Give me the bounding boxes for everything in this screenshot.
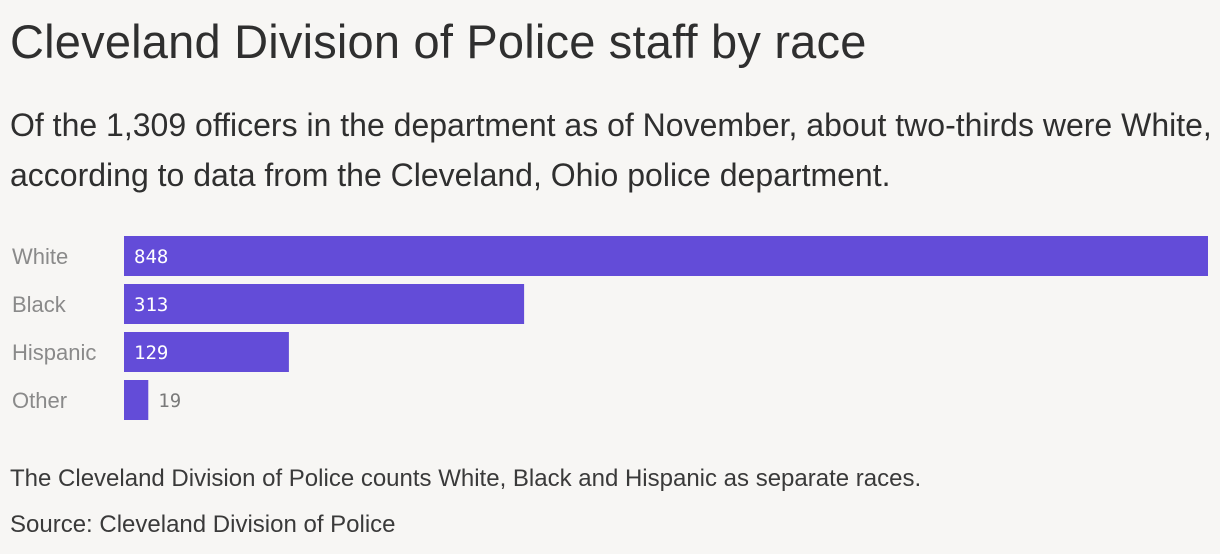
value-label-hispanic: 129	[134, 342, 168, 364]
bar-chart-svg: White 848 Black 313 Hispanic 129 Other 19	[12, 236, 1208, 420]
bar-chart: White 848 Black 313 Hispanic 129 Other 19	[0, 230, 1220, 430]
category-label-hispanic: Hispanic	[12, 340, 96, 365]
category-label-black: Black	[12, 292, 67, 317]
value-label-black: 313	[134, 294, 168, 316]
category-label-white: White	[12, 244, 68, 269]
chart-note: The Cleveland Division of Police counts …	[10, 465, 922, 492]
chart-title: Cleveland Division of Police staff by ra…	[10, 15, 867, 68]
bar-white	[124, 236, 1208, 276]
chart-source: Source: Cleveland Division of Police	[10, 511, 396, 538]
category-label-other: Other	[12, 388, 67, 413]
value-label-white: 848	[134, 246, 168, 268]
bar-black	[124, 284, 525, 324]
bar-other	[124, 380, 149, 420]
chart-subtitle: Of the 1,309 officers in the department …	[10, 107, 1212, 193]
value-label-other: 19	[158, 390, 181, 412]
bar-hispanic	[124, 332, 289, 372]
